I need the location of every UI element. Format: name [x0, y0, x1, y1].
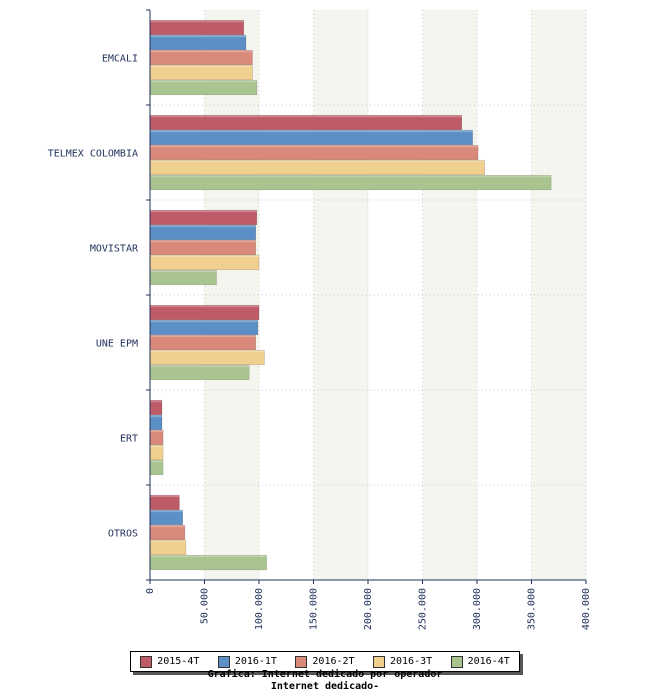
legend-label: 2015-4T: [157, 656, 200, 667]
bar: [149, 524, 186, 541]
bar: [149, 494, 180, 511]
chart-subtitle: Internet dedicado-: [270, 681, 380, 692]
legend-swatch: [217, 655, 230, 668]
bar: [149, 159, 485, 176]
bar: [149, 414, 163, 431]
bar: [149, 319, 259, 336]
bar: [149, 444, 164, 461]
bars: [149, 19, 552, 571]
bar: [149, 64, 253, 81]
plot-band: [477, 10, 532, 580]
bar: [149, 144, 479, 161]
bar: [149, 269, 217, 286]
x-tick-label: 200.000: [363, 588, 374, 630]
x-tick-label: 400.000: [581, 588, 592, 630]
legend-item: 2016-1T: [217, 655, 277, 668]
x-tick-label: 350.000: [527, 588, 538, 630]
bar: [149, 49, 253, 66]
bar-chart: 0 50.000 100.000 150.000 200.000 250.000 300.0…: [48, 9, 592, 631]
legend: 2015-4T 2016-1T 2016-2T 2016-3T 2016-4T: [130, 651, 520, 672]
legend-label: 2016-3T: [390, 656, 433, 667]
grid-lines: [150, 10, 587, 580]
bar: [149, 239, 256, 256]
category-label: TELMEX COLOMBIA: [48, 149, 138, 160]
plot-band: [368, 10, 423, 580]
bar: [149, 224, 256, 241]
bar: [149, 304, 260, 321]
bar: [149, 554, 267, 571]
category-label: EMCALI: [102, 54, 138, 65]
plot-band: [422, 10, 477, 580]
bar: [149, 114, 462, 131]
legend-item: 2016-4T: [450, 655, 510, 668]
category-label: UNE EPM: [96, 339, 138, 350]
bar: [149, 254, 260, 271]
x-tick-label: 150.000: [309, 588, 320, 630]
category-label: OTROS: [108, 529, 138, 540]
bar: [149, 129, 473, 146]
x-tick-label: 300.000: [472, 588, 483, 630]
bar: [149, 364, 250, 381]
legend-item: 2016-3T: [373, 655, 433, 668]
bar: [149, 174, 552, 191]
x-tick-label: 0: [145, 588, 156, 594]
bar: [149, 34, 247, 51]
legend-item: 2015-4T: [140, 655, 200, 668]
plot-band: [150, 10, 205, 580]
legend-label: 2016-1T: [234, 656, 277, 667]
axes: [146, 9, 587, 584]
legend-swatch: [140, 655, 153, 668]
bar: [149, 349, 265, 366]
x-tick-label: 100.000: [254, 588, 265, 630]
plot-band: [313, 10, 368, 580]
category-label: ERT: [120, 434, 138, 445]
bar: [149, 539, 187, 556]
bar: [149, 209, 258, 226]
bar: [149, 334, 256, 351]
x-tick-label: 50.000: [200, 588, 211, 624]
legend-swatch: [295, 655, 308, 668]
bar: [149, 399, 163, 416]
bar: [149, 429, 164, 446]
chart-caption: Grafica: Internet dedicado por operador …: [0, 669, 650, 693]
plot-band: [204, 10, 259, 580]
bar: [149, 459, 164, 476]
legend-swatch: [450, 655, 463, 668]
legend-swatch: [373, 655, 385, 668]
axis-labels: 0 50.000 100.000 150.000 200.000 250.000 300.0…: [48, 54, 592, 631]
legend-item: 2016-2T: [295, 655, 355, 668]
bar: [149, 509, 183, 526]
category-label: MOVISTAR: [90, 244, 139, 255]
legend-label: 2016-4T: [467, 656, 510, 667]
chart-title: Grafica: Internet dedicado por operador: [207, 669, 443, 680]
bar: [149, 19, 244, 36]
bar: [149, 79, 258, 96]
x-tick-label: 250.000: [418, 588, 429, 630]
legend-label: 2016-2T: [312, 656, 355, 667]
